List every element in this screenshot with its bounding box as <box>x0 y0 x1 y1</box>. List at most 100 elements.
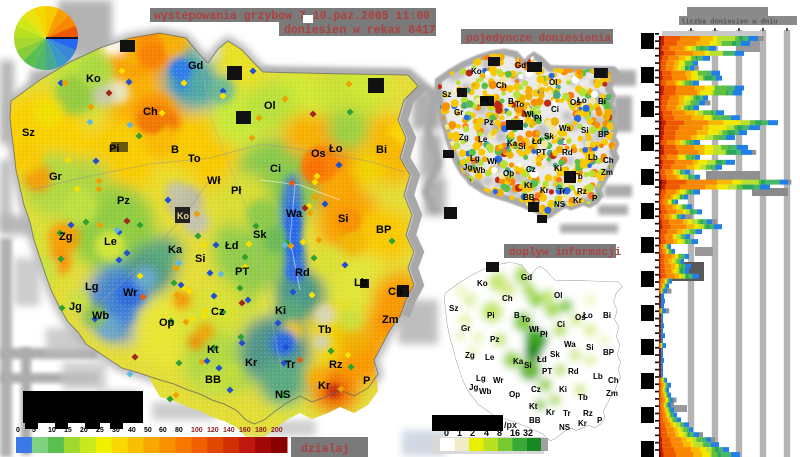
svg-text:To: To <box>515 100 524 109</box>
svg-text:4: 4 <box>484 428 489 438</box>
svg-text:Lb: Lb <box>593 372 603 381</box>
svg-text:30: 30 <box>112 427 120 434</box>
svg-text:Op: Op <box>159 317 175 329</box>
svg-text:Pi: Pi <box>487 311 495 320</box>
svg-text:B: B <box>514 311 520 320</box>
svg-text:Zm: Zm <box>601 168 613 177</box>
svg-text:PT: PT <box>542 367 552 376</box>
svg-text:32: 32 <box>523 428 533 438</box>
svg-text:Ko: Ko <box>471 67 482 76</box>
svg-text:Wr: Wr <box>123 287 138 299</box>
svg-text:Wa: Wa <box>559 124 571 133</box>
svg-text:Sz: Sz <box>22 127 35 139</box>
svg-text:Ka: Ka <box>168 244 183 256</box>
svg-text:Rz: Rz <box>329 359 343 371</box>
svg-text:16: 16 <box>510 428 520 438</box>
svg-text:Os: Os <box>311 148 326 160</box>
svg-text:BB: BB <box>523 193 535 202</box>
svg-text:Gd: Gd <box>515 61 526 70</box>
svg-text:Kr: Kr <box>318 380 331 392</box>
svg-text:10: 10 <box>48 427 56 434</box>
svg-text:PT: PT <box>235 266 249 278</box>
svg-text:Le: Le <box>478 135 488 144</box>
svg-text:Pi: Pi <box>481 96 489 105</box>
svg-text:PT: PT <box>536 148 546 157</box>
svg-text:0: 0 <box>16 427 20 434</box>
svg-text:Lg: Lg <box>476 374 486 383</box>
svg-text:Ko: Ko <box>177 211 189 221</box>
svg-text:Pł: Pł <box>540 330 548 339</box>
svg-text:Pz: Pz <box>484 118 493 127</box>
svg-text:Cz: Cz <box>211 306 225 318</box>
svg-text:15: 15 <box>64 427 72 434</box>
svg-text:Gr: Gr <box>454 108 463 117</box>
svg-text:Zm: Zm <box>382 314 399 326</box>
svg-text:BP: BP <box>376 224 391 236</box>
svg-text:Kt: Kt <box>207 344 219 356</box>
svg-text:BB: BB <box>205 374 221 386</box>
svg-text:Gr: Gr <box>461 324 470 333</box>
svg-text:pojedyncze doniesienia: pojedyncze doniesienia <box>466 33 612 45</box>
svg-text:Kt: Kt <box>524 181 533 190</box>
svg-text:Si: Si <box>524 361 532 370</box>
svg-text:Sk: Sk <box>550 350 560 359</box>
svg-text:Pz: Pz <box>490 335 499 344</box>
svg-text:/px: /px <box>504 420 517 430</box>
svg-text:5: 5 <box>32 427 36 434</box>
svg-text:Sz: Sz <box>442 90 451 99</box>
svg-text:Lg: Lg <box>85 281 98 293</box>
svg-text:Wł: Wł <box>207 175 220 187</box>
svg-text:50: 50 <box>144 427 152 434</box>
svg-text:Ch: Ch <box>496 81 507 90</box>
svg-text:Tr: Tr <box>558 187 566 196</box>
svg-text:Ol: Ol <box>554 291 562 300</box>
svg-text:P: P <box>592 194 598 203</box>
svg-text:Wb: Wb <box>92 310 109 322</box>
svg-text:Os: Os <box>575 313 586 322</box>
svg-text:P: P <box>363 375 370 387</box>
svg-text:Cz: Cz <box>526 165 536 174</box>
svg-text:Wa: Wa <box>564 340 576 349</box>
svg-text:Pi: Pi <box>109 143 119 155</box>
svg-text:Bi: Bi <box>603 311 611 320</box>
svg-text:Ci: Ci <box>270 163 281 175</box>
svg-text:80: 80 <box>175 427 183 434</box>
svg-text:Łd: Łd <box>532 137 542 146</box>
svg-text:To: To <box>188 153 201 165</box>
svg-text:Ko: Ko <box>86 73 101 85</box>
svg-text:NS: NS <box>554 200 566 209</box>
svg-text:Ka: Ka <box>513 357 524 366</box>
svg-text:Pz: Pz <box>117 195 130 207</box>
svg-text:Cz: Cz <box>531 385 541 394</box>
svg-text:1: 1 <box>457 428 462 438</box>
svg-text:Ch: Ch <box>388 286 403 298</box>
svg-text:Jg: Jg <box>463 163 472 172</box>
svg-text:180: 180 <box>255 427 267 434</box>
svg-text:Pł: Pł <box>534 114 542 123</box>
svg-text:Ki: Ki <box>275 305 286 317</box>
svg-text:Ko: Ko <box>477 279 488 288</box>
svg-text:Tb: Tb <box>578 393 588 402</box>
svg-text:160: 160 <box>239 427 251 434</box>
svg-text:B: B <box>171 144 179 156</box>
svg-text:Wr: Wr <box>493 376 504 385</box>
svg-text:Ci: Ci <box>557 320 565 329</box>
svg-text:Tr: Tr <box>285 359 296 371</box>
svg-text:100: 100 <box>191 427 203 434</box>
svg-text:Kr: Kr <box>245 357 258 369</box>
svg-text:Lb: Lb <box>588 153 598 162</box>
svg-text:Si: Si <box>581 126 589 135</box>
svg-text:Wr: Wr <box>487 157 498 166</box>
svg-text:Ch: Ch <box>502 294 513 303</box>
svg-text:Kr: Kr <box>578 419 587 428</box>
svg-text:8: 8 <box>497 428 502 438</box>
svg-text:25: 25 <box>96 427 104 434</box>
svg-text:Ki: Ki <box>554 164 562 173</box>
svg-text:wystepowania grzybow 7-10.paz.: wystepowania grzybow 7-10.paz.2005 11:00 <box>154 10 430 23</box>
svg-text:Le: Le <box>485 353 495 362</box>
svg-text:doplyw informacji: doplyw informacji <box>509 247 622 259</box>
svg-text:20: 20 <box>80 427 88 434</box>
svg-text:Ci: Ci <box>551 105 559 114</box>
svg-text:200: 200 <box>271 427 283 434</box>
svg-text:Wb: Wb <box>473 166 486 175</box>
